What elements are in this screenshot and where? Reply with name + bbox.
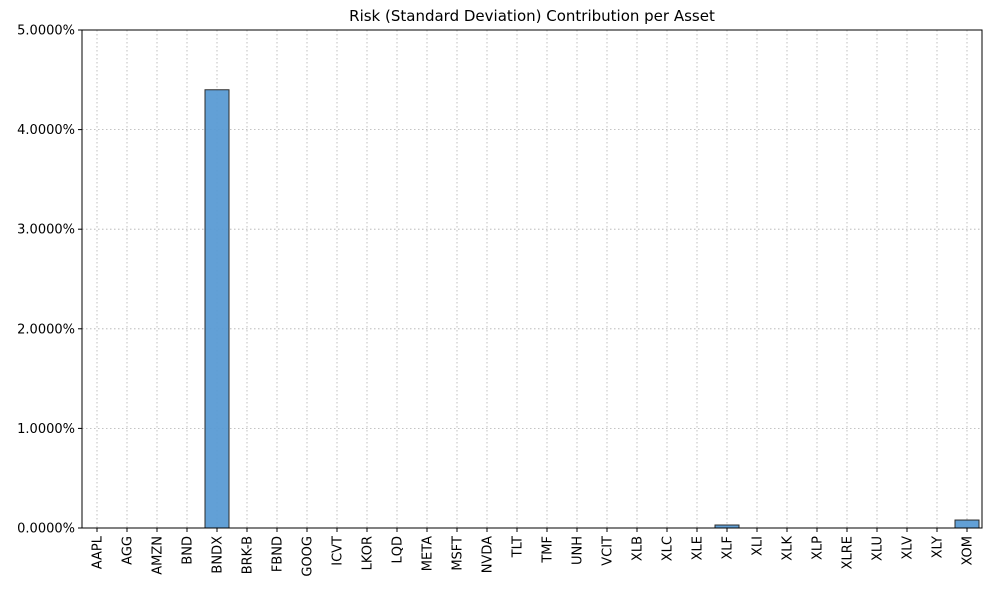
y-tick-label: 0.0000%	[17, 522, 75, 537]
x-tick-label: BND	[181, 536, 196, 565]
plot-frame	[81, 29, 983, 529]
x-tick-label: FBND	[271, 536, 286, 572]
x-tick-label: XLK	[781, 536, 796, 561]
x-tick-label: TMF	[541, 536, 556, 564]
x-tick-label: XOM	[961, 536, 976, 566]
x-tick-label: TLT	[511, 536, 526, 558]
bar-xom	[954, 519, 980, 529]
x-tick-label: AGG	[121, 536, 136, 565]
x-tick-label: XLE	[691, 536, 706, 560]
x-tick-label: XLU	[871, 536, 886, 561]
bar-bndx	[204, 89, 230, 529]
x-tick-label: XLV	[901, 536, 916, 560]
y-tick-label: 5.0000%	[17, 24, 75, 39]
x-tick-label: AAPL	[91, 535, 106, 569]
x-tick-label: NVDA	[481, 536, 496, 573]
x-tick-label: LQD	[391, 536, 406, 564]
x-tick-label: AMZN	[151, 536, 166, 575]
x-tick-label: XLB	[631, 536, 646, 561]
x-tick-label: XLF	[721, 536, 736, 560]
x-tick-label: VCIT	[601, 536, 616, 566]
y-tick-label: 4.0000%	[17, 123, 75, 138]
x-tick-label: LKOR	[361, 536, 376, 570]
x-tick-label: MSFT	[451, 536, 466, 571]
y-axis: 0.0000% 1.0000% 2.0000% 3.0000% 4.0000% 5.000…	[17, 24, 82, 537]
x-tick-label: META	[421, 536, 436, 571]
x-tick-label: XLI	[751, 536, 766, 556]
x-tick-label: XLRE	[841, 536, 856, 569]
x-tick-label: XLC	[661, 536, 676, 561]
y-tick-label: 1.0000%	[17, 422, 75, 437]
y-tick-label: 2.0000%	[17, 322, 75, 337]
x-tick-label: GOOG	[301, 536, 316, 577]
x-tick-label: UNH	[571, 536, 586, 565]
x-tick-label: XLY	[931, 536, 946, 558]
x-tick-label: XLP	[811, 536, 826, 560]
x-tick-label: ICVT	[331, 536, 346, 566]
chart-title: Risk (Standard Deviation) Contribution p…	[349, 7, 715, 25]
x-axis: AAPL AGG AMZN BND BNDX BRK-B FBND GOOG ICVT LKOR L…	[91, 528, 976, 577]
x-tick-label: BNDX	[211, 536, 226, 574]
grid-lines	[82, 29, 982, 529]
y-tick-label: 3.0000%	[17, 223, 75, 238]
bars	[204, 89, 980, 529]
x-tick-label: BRK-B	[241, 536, 256, 574]
